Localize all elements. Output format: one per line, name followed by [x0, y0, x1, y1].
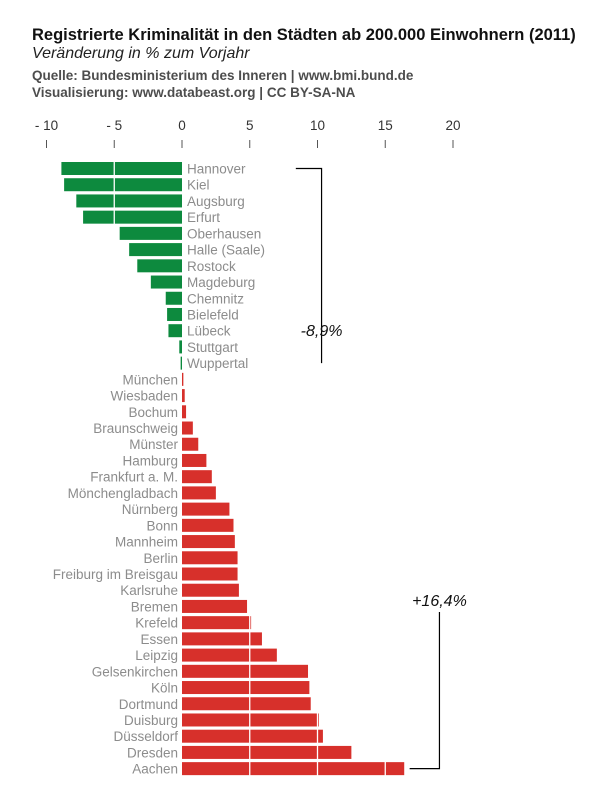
bar-köln: [182, 681, 310, 695]
category-label: Bielefeld: [187, 307, 239, 322]
category-label: Magdeburg: [187, 275, 255, 290]
bar-duisburg: [182, 713, 319, 727]
bar-bonn: [182, 518, 234, 532]
category-label: Düsseldorf: [113, 729, 178, 744]
annotation-positive: +16,4%: [412, 593, 467, 610]
bar-braunschweig: [182, 421, 193, 435]
x-tick-label: 20: [445, 118, 460, 133]
category-label: Freiburg im Breisgau: [53, 567, 178, 582]
bar-münster: [182, 437, 199, 451]
category-label: Duisburg: [124, 713, 178, 728]
bar-mönchengladbach: [182, 486, 216, 500]
bar-mannheim: [182, 535, 235, 549]
negative-bracket: [295, 167, 323, 364]
bar-stuttgart: [179, 340, 182, 354]
x-tick-label: - 10: [35, 118, 58, 133]
grid-lines: [45, 161, 454, 777]
bar-bochum: [182, 405, 187, 419]
category-label: Karlsruhe: [120, 583, 178, 598]
bar-kiel: [64, 178, 182, 192]
bar-hannover: [61, 162, 182, 175]
bar-magdeburg: [150, 275, 182, 289]
category-label: Dresden: [127, 745, 178, 760]
chart-title: Registrierte Kriminalität in den Städten…: [32, 26, 576, 44]
category-label: Wuppertal: [187, 356, 248, 371]
bar-düsseldorf: [182, 729, 323, 743]
category-label: Nürnberg: [122, 502, 178, 517]
bar-nürnberg: [182, 502, 230, 516]
bar-augsburg: [76, 194, 182, 208]
bar-erfurt: [83, 210, 182, 224]
annotations: -8,9% +16,4%: [295, 167, 467, 770]
category-label: Leipzig: [135, 648, 178, 663]
category-label: Dortmund: [119, 697, 178, 712]
bar-halle-saale-: [129, 243, 182, 257]
x-tick-label: - 5: [106, 118, 122, 133]
bar-oberhausen: [119, 226, 182, 240]
bar-wuppertal: [180, 356, 182, 370]
bar-chemnitz: [165, 291, 182, 305]
category-label: Frankfurt a. M.: [90, 470, 178, 485]
category-label: Mannheim: [115, 535, 178, 550]
category-label: Bonn: [146, 518, 178, 533]
bar-freiburg-im-breisgau: [182, 567, 238, 581]
category-label: Hamburg: [122, 453, 178, 468]
category-label: Aachen: [132, 762, 178, 777]
category-label: Mönchengladbach: [68, 486, 178, 501]
category-label: Oberhausen: [187, 226, 261, 241]
category-label: Lübeck: [187, 324, 231, 339]
source-line: Quelle: Bundesministerium des Inneren | …: [32, 68, 414, 83]
bar-dresden: [182, 745, 352, 759]
category-label: Bremen: [131, 599, 178, 614]
bar-leipzig: [182, 648, 277, 662]
bar-bremen: [182, 599, 248, 613]
category-label: Chemnitz: [187, 291, 244, 306]
category-label: Krefeld: [135, 616, 178, 631]
annotation-negative: -8,9%: [301, 323, 343, 340]
category-label: Hannover: [187, 162, 246, 177]
category-label: Erfurt: [187, 210, 220, 225]
bar-essen: [182, 632, 262, 646]
x-tick-label: 10: [310, 118, 325, 133]
category-label: Kiel: [187, 178, 210, 193]
category-label: Stuttgart: [187, 340, 238, 355]
bar-dortmund: [182, 697, 311, 711]
x-axis-ticks: - 10 - 5 0 5 10 15 20: [35, 118, 461, 148]
category-label: Augsburg: [187, 194, 245, 209]
bar-wiesbaden: [182, 389, 185, 403]
chart-subtitle: Veränderung in % zum Vorjahr: [32, 45, 250, 62]
bar-lübeck: [168, 324, 182, 338]
category-label: München: [122, 372, 178, 387]
credit-line: Visualisierung: www.databeast.org | CC B…: [32, 85, 356, 100]
bar-bielefeld: [167, 307, 182, 321]
category-label: Wiesbaden: [110, 389, 178, 404]
bar-gelsenkirchen: [182, 664, 309, 678]
bar-berlin: [182, 551, 238, 565]
category-label: Münster: [129, 437, 178, 452]
bar-krefeld: [182, 616, 252, 630]
category-label: Köln: [151, 681, 178, 696]
category-label: Bochum: [128, 405, 178, 420]
category-label: Halle (Saale): [187, 243, 265, 258]
category-label: Gelsenkirchen: [92, 664, 178, 679]
bar-münchen: [182, 372, 184, 386]
bar-hamburg: [182, 453, 207, 467]
bar-karlsruhe: [182, 583, 239, 597]
bar-frankfurt-a-m-: [182, 470, 212, 484]
x-tick-label: 15: [378, 118, 393, 133]
category-label: Braunschweig: [93, 421, 178, 436]
category-label: Berlin: [143, 551, 178, 566]
category-label: Rostock: [187, 259, 236, 274]
positive-bracket: [409, 612, 441, 770]
bars: [61, 162, 405, 776]
x-tick-label: 5: [246, 118, 254, 133]
bar-aachen: [182, 762, 405, 776]
category-label: Essen: [140, 632, 178, 647]
x-tick-label: 0: [178, 118, 186, 133]
bar-rostock: [137, 259, 182, 273]
